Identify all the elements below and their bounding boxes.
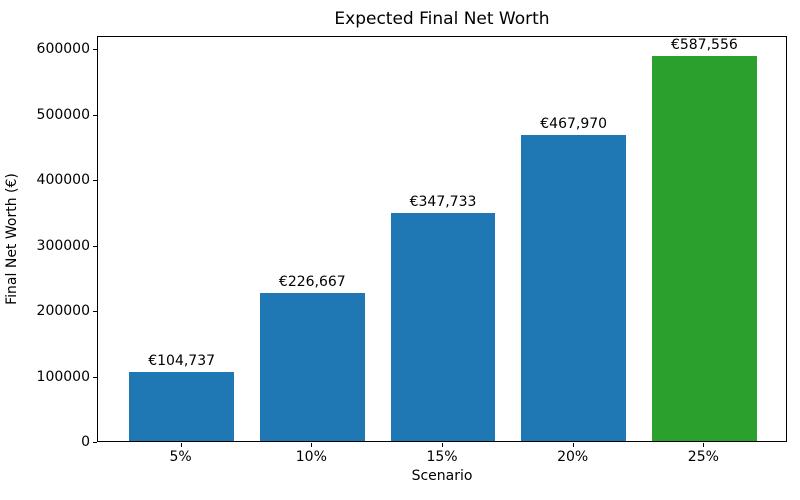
bar-value-label-10%: €226,667 — [278, 273, 346, 290]
y-tick-label-0: 0 — [81, 434, 90, 450]
x-tick-label-10%: 10% — [295, 449, 327, 465]
x-tick-mark — [572, 443, 574, 447]
x-tick-mark — [180, 443, 182, 447]
y-tick-mark — [93, 114, 97, 116]
x-tick-label-20%: 20% — [557, 449, 589, 465]
y-axis-label: Final Net Worth (€) — [4, 173, 20, 305]
y-tick-mark — [93, 311, 97, 313]
x-tick-label-5%: 5% — [169, 449, 192, 465]
bar-20% — [521, 134, 626, 441]
y-tick-mark — [93, 245, 97, 247]
y-tick-mark — [93, 49, 97, 51]
y-tick-mark — [93, 376, 97, 378]
bar-15% — [390, 213, 496, 441]
bar-10% — [260, 292, 365, 441]
bar-5% — [129, 372, 234, 441]
x-tick-label-25%: 25% — [687, 449, 719, 465]
bar-value-label-15%: €347,733 — [409, 194, 477, 211]
bar-value-label-5%: €104,737 — [148, 353, 216, 370]
y-tick-label-200000: 200000 — [36, 303, 90, 320]
x-tick-label-15%: 15% — [426, 449, 458, 465]
x-axis-label: Scenario — [411, 468, 473, 484]
y-tick-label-400000: 400000 — [36, 172, 90, 189]
y-tick-mark — [93, 442, 97, 443]
x-tick-mark — [311, 443, 313, 447]
x-tick-mark — [703, 443, 705, 447]
plot-area: €104,737 €226,667 €347,733 €467,970 €587,556 — [97, 36, 787, 442]
y-tick-mark — [93, 180, 97, 182]
y-tick-label-100000: 100000 — [36, 368, 90, 385]
chart-title: Expected Final Net Worth — [334, 9, 550, 29]
bar-value-label-25%: €587,556 — [670, 37, 738, 54]
bar-25% — [652, 56, 757, 441]
bar-value-label-20%: €467,970 — [540, 115, 608, 132]
y-tick-label-300000: 300000 — [36, 237, 90, 254]
x-tick-mark — [442, 443, 443, 447]
y-tick-label-500000: 500000 — [36, 106, 90, 123]
y-tick-label-600000: 600000 — [36, 41, 90, 58]
